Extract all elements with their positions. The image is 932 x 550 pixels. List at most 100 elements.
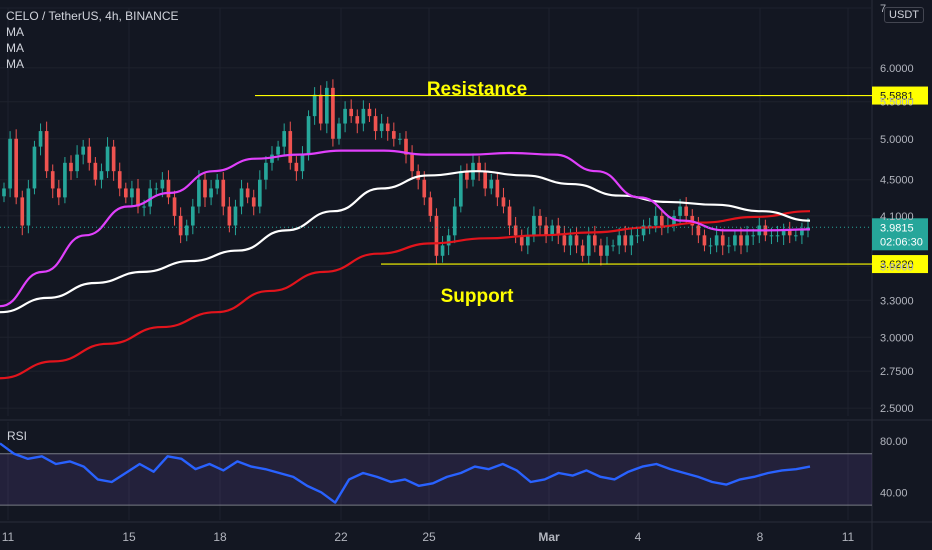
candle-body	[708, 245, 713, 247]
candle-body	[458, 171, 463, 207]
candle-body	[568, 235, 573, 246]
candle-body	[276, 146, 280, 155]
candle-body	[501, 197, 506, 207]
candle-body	[38, 131, 43, 147]
candle-body	[611, 245, 615, 247]
candle-body	[160, 179, 165, 189]
price-tick-label: 4.1000	[880, 211, 914, 223]
candle-body	[245, 188, 250, 198]
candle-body	[787, 230, 792, 236]
candle-body	[14, 138, 19, 198]
candle-body	[166, 179, 171, 198]
candle-body	[483, 171, 488, 189]
candle-body	[178, 215, 183, 236]
candle-body	[678, 206, 682, 216]
candle-body	[288, 131, 293, 163]
price-tick-label: 4.5000	[880, 175, 914, 187]
candle-body	[702, 235, 707, 246]
candle-body	[233, 206, 238, 226]
ma-label-1[interactable]: MA	[6, 25, 24, 39]
moving-averages-layer	[0, 149, 811, 380]
candle-body	[781, 230, 786, 236]
time-tick-label: 22	[334, 530, 348, 544]
candle-body	[751, 235, 756, 237]
rsi-line	[0, 442, 811, 504]
candle-body	[647, 225, 652, 227]
candle-body	[726, 245, 731, 247]
candle-body	[793, 235, 798, 237]
candle-body	[398, 138, 402, 140]
price-tick-label: 5.5000	[880, 97, 914, 109]
candle-body	[629, 235, 634, 246]
rsi-label: RSI	[7, 429, 27, 443]
levels-layer: 5.5881 3.6220 3.9815 02:06:30	[0, 86, 928, 274]
candle-body	[203, 179, 207, 198]
candle-body	[507, 206, 512, 226]
candle-body	[264, 162, 268, 180]
support-price-tag	[872, 255, 928, 274]
candle-body	[136, 188, 140, 207]
candle-body	[684, 206, 689, 216]
price-tick-label: 3.0000	[880, 332, 914, 344]
candle-body	[282, 131, 287, 147]
price-tick-label: 3.3000	[880, 295, 914, 307]
currency-button[interactable]: USDT	[884, 7, 924, 23]
candle-body	[513, 225, 518, 236]
symbol-title[interactable]: CELO / TetherUS, 4h, BINANCE	[6, 9, 179, 23]
price-tick-label: 2.5000	[880, 403, 914, 415]
current-price-tag	[872, 218, 928, 251]
candle-body	[739, 235, 743, 246]
candle-body	[733, 235, 737, 246]
time-tick-label: 11	[2, 530, 15, 544]
candle-body	[105, 146, 110, 172]
price-tick-label: 3.6000	[880, 261, 914, 273]
time-tick-label: 8	[757, 530, 764, 544]
ma-fast-line	[0, 149, 811, 308]
candle-body	[197, 179, 201, 207]
candle-body	[532, 215, 536, 236]
candle-body	[8, 138, 12, 189]
chart-legend: CELO / TetherUS, 4h, BINANCE MA MA MA	[6, 8, 179, 72]
candle-body	[26, 188, 31, 226]
candle-body	[50, 171, 55, 189]
candle-body	[586, 235, 591, 256]
ma-mid-line	[0, 170, 811, 314]
candle-body	[81, 146, 86, 155]
candle-body	[550, 225, 555, 236]
candle-body	[300, 154, 305, 172]
candle-body	[562, 235, 567, 246]
candle-body	[56, 188, 61, 198]
candle-body	[44, 131, 49, 172]
candle-body	[349, 108, 354, 117]
time-tick-label: Mar	[538, 530, 560, 544]
candle-body	[172, 197, 177, 216]
candle-body	[184, 225, 189, 236]
ma-label-2[interactable]: MA	[6, 41, 24, 55]
candle-body	[385, 123, 390, 132]
rsi-band	[0, 453, 872, 506]
candle-body	[361, 108, 366, 124]
candle-body	[69, 162, 73, 172]
price-tick-label: 6.0000	[880, 63, 914, 75]
candle-body	[592, 235, 597, 246]
candle-body	[331, 87, 335, 139]
candle-body	[446, 235, 451, 246]
support-price-label: 3.6220	[880, 259, 914, 271]
candle-body	[130, 188, 134, 198]
candle-body	[63, 162, 67, 198]
candle-body	[337, 123, 341, 139]
ma-label-3[interactable]: MA	[6, 57, 24, 71]
axes-layer: 7.6.00005.50005.00004.50004.10003.60003.…	[2, 3, 914, 544]
price-tick-label: 2.7500	[880, 366, 914, 378]
candle-body	[373, 116, 378, 132]
countdown-label: 02:06:30	[880, 236, 923, 248]
candle-body	[452, 206, 457, 236]
rsi-tick-label: 80.00	[880, 436, 908, 448]
candle-body	[556, 225, 561, 236]
candle-body	[312, 94, 317, 117]
candle-body	[154, 188, 159, 190]
candle-body	[544, 225, 548, 236]
candle-body	[148, 188, 153, 207]
candle-body	[270, 154, 274, 163]
